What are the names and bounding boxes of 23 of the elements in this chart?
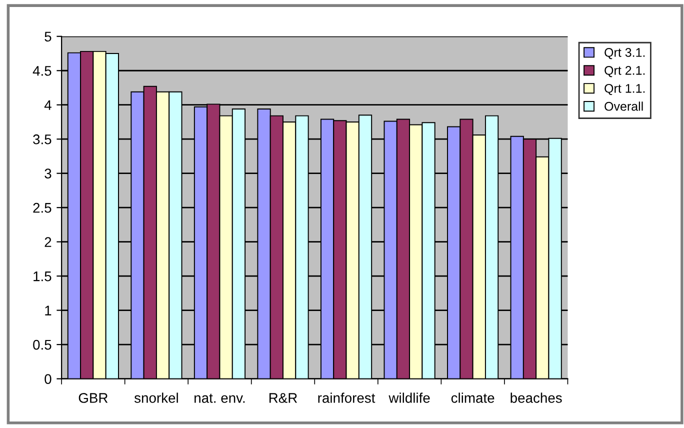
y-tick-label: 5: [44, 32, 52, 42]
x-tick-label: R&R: [269, 393, 298, 403]
y-tick-label: 1: [45, 306, 52, 316]
legend-label: Qrt 1.1.: [604, 84, 645, 96]
y-tick-label: 2: [44, 237, 52, 247]
y-tick-label: 2.5: [33, 202, 52, 213]
y-tick-label: 3.5: [33, 134, 52, 144]
x-tick-label: GBR: [78, 393, 108, 403]
legend-label: Qrt 2.1.: [604, 66, 645, 78]
x-tick-label: snorkel: [134, 392, 178, 403]
legend-label: Overall: [604, 102, 643, 111]
y-tick-label: 4: [44, 100, 52, 110]
y-tick-label: 3: [44, 168, 52, 179]
x-tick-label: wildlife: [388, 392, 430, 403]
legend-label: Qrt 3.1.: [604, 48, 645, 60]
x-tick-label: beaches: [510, 392, 562, 403]
x-tick-label: nat. env.: [194, 394, 245, 403]
x-tick-label: climate: [451, 392, 494, 403]
y-tick-label: 4.5: [32, 66, 52, 76]
y-tick-label: 1.5: [34, 272, 52, 282]
y-tick-label: 0.5: [33, 340, 52, 350]
y-tick-label: 0: [44, 374, 52, 384]
x-tick-label: rainforest: [318, 392, 376, 403]
